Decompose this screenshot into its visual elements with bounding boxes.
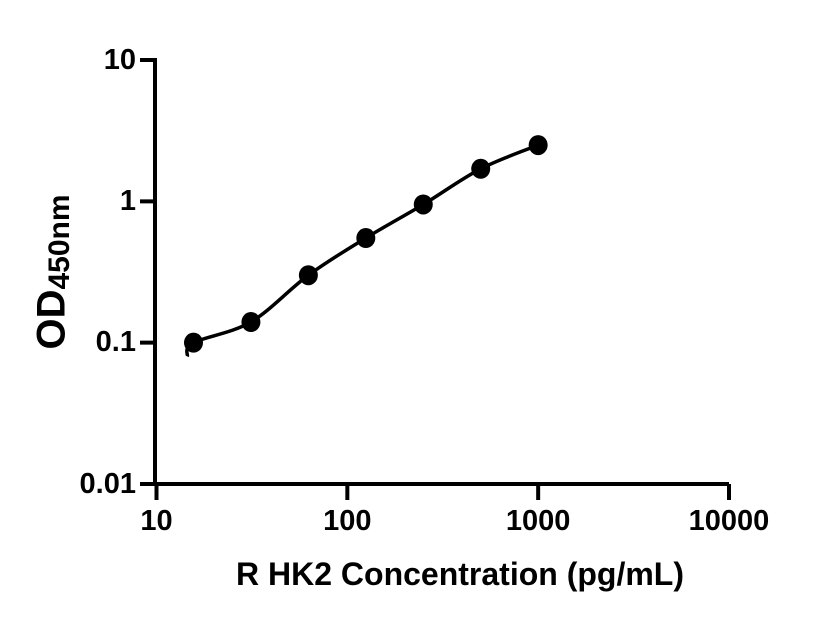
y-tick-label: 1: [119, 184, 136, 217]
y-tick-label: 0.01: [79, 467, 136, 500]
data-point: [413, 194, 433, 215]
data-point: [241, 312, 261, 333]
y-axis-title: OD450nm: [30, 194, 77, 349]
data-point: [298, 265, 318, 286]
axes-frame: [153, 60, 729, 486]
data-point: [356, 228, 376, 249]
x-tick-label: 10000: [688, 505, 770, 537]
data-point: [528, 135, 548, 156]
data-point: [471, 158, 491, 179]
data-point: [183, 332, 203, 353]
y-tick-label: 0.1: [95, 326, 136, 359]
x-tick-label: 1000: [505, 505, 571, 537]
x-axis-title: R HK2 Concentration (pg/mL): [236, 556, 684, 592]
y-tick-label: 10: [103, 43, 136, 76]
x-tick-label: 10: [140, 505, 173, 537]
x-tick-label: 100: [323, 505, 372, 537]
